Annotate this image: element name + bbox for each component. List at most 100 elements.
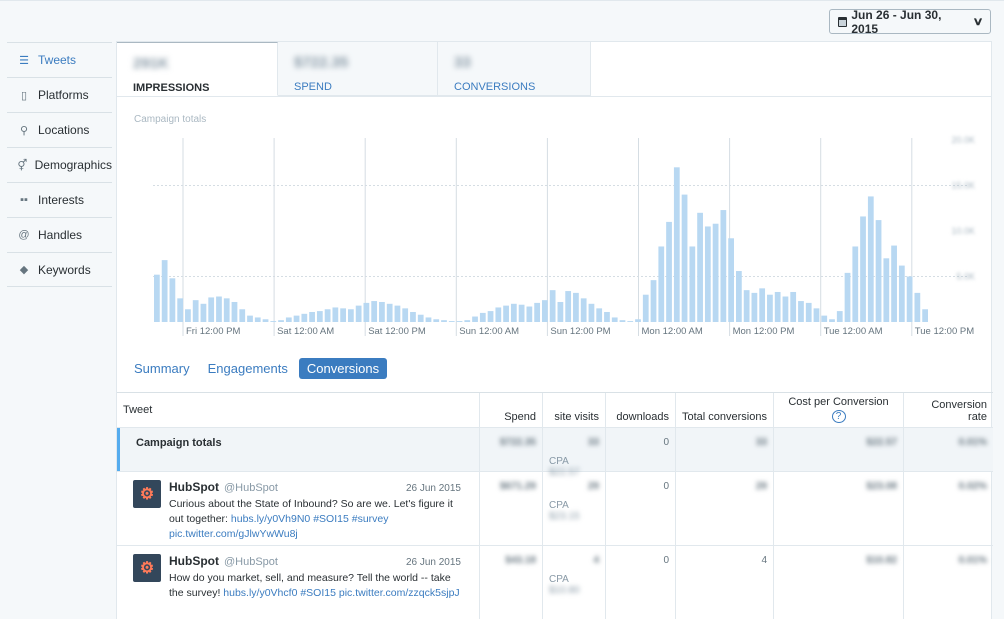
col-header-conversion-rate[interactable]: Conversion rate [931,399,987,423]
col-header-downloads[interactable]: downloads [606,393,676,427]
subtab-conversions[interactable]: Conversions [298,358,388,379]
tweet-hashtag[interactable]: #SOI15 [313,513,349,525]
date-range-picker[interactable]: Jun 26 - Jun 30, 2015 ∨ [829,8,991,36]
tweet-media-link[interactable]: pic.twitter.com/gJlwYwWu8j [169,528,298,540]
sidebar-item-handles[interactable]: @ Handles [7,217,112,252]
at-icon: @ [18,229,30,241]
impressions-bar [852,246,859,322]
impressions-bar [728,238,734,322]
impressions-chart: 20.0K 15.0K 10.0K 5.0K Fri 12:00 PM Sat 12:00… [153,135,975,337]
tweet-hashtag[interactable]: #SOI15 [300,587,336,599]
impressions-bar [627,321,634,322]
col-header-tweet[interactable]: Tweet [117,393,480,427]
sidebar-item-tweets[interactable]: ☰ Tweets [7,42,112,77]
impressions-bar [542,300,548,322]
subtab-engagements[interactable]: Engagements [207,361,288,376]
totals-site-visits: 33 [587,437,599,448]
row-cpa: $23.15 [549,511,580,522]
x-tick-label: Sat 12:00 PM [368,326,426,337]
table-row[interactable]: ⚙ HubSpot @HubSpot 26 Jun 2015 Curious a… [117,472,993,546]
impressions-bar [875,220,882,322]
row-site-visits: 4 [593,555,599,566]
sidebar-item-locations[interactable]: ⚲ Locations [7,112,112,147]
impressions-bar [472,316,478,322]
impressions-bar [154,274,160,322]
impressions-bar [316,311,323,322]
sidebar-item-interests[interactable]: ▪▪ Interests [7,182,112,217]
totals-spend: $722.35 [499,437,536,448]
tab-impressions[interactable]: 291K IMPRESSIONS [117,42,278,96]
tab-label: SPEND [294,81,332,93]
impressions-bar [883,258,890,322]
impressions-bar [549,290,556,322]
table-row[interactable]: ⚙ HubSpot @HubSpot 26 Jun 2015 How do yo… [117,546,993,619]
impressions-bar [844,272,851,322]
tweet-author-handle[interactable]: @HubSpot [224,556,278,568]
col-header-cost-per-conversion[interactable]: Cost per Conversion ? [774,393,904,427]
row-cost-per-conversion: $10.82 [866,555,897,566]
impressions-bar [487,311,494,322]
impressions-bar [503,305,509,322]
totals-downloads: 0 [663,437,669,448]
tweet-author-name[interactable]: HubSpot [169,554,219,568]
tweet-author-name[interactable]: HubSpot [169,480,219,494]
impressions-bar [813,308,820,322]
tweet-body: Curious about the State of Inbound? So a… [169,498,453,525]
row-conversion-rate: 0.01% [958,555,987,566]
tweet-text: Curious about the State of Inbound? So a… [169,497,461,542]
grid-icon: ▪▪ [20,194,28,206]
sidebar-item-keywords[interactable]: ◆ Keywords [7,252,112,287]
impressions-bar [681,194,688,322]
col-header-spend[interactable]: Spend [480,393,543,427]
tweet-date: 26 Jun 2015 [405,483,461,494]
impressions-bar [208,297,215,322]
impressions-bar [604,311,610,322]
impressions-bar [666,221,672,322]
impressions-bar [526,306,533,322]
impressions-bar [774,291,781,322]
hubspot-avatar[interactable]: ⚙ [133,480,161,508]
help-icon[interactable]: ? [831,410,846,423]
tab-conversions[interactable]: 33 CONVERSIONS [438,42,591,96]
impressions-bar [161,260,168,322]
tweet-link[interactable]: hubs.ly/y0Vh9N0 [230,513,311,525]
tab-spend[interactable]: $722.35 SPEND [278,42,438,96]
subtab-summary[interactable]: Summary [134,361,190,376]
sidebar-item-demographics[interactable]: ⚥ Demographics [7,147,112,182]
tweet-media-link[interactable]: pic.twitter.com/zzqck5sjpJ [338,587,460,599]
impressions-bar [914,292,921,322]
table-header: Tweet Spend site visits downloads Total … [117,393,993,428]
gender-icon: ⚥ [17,159,28,172]
tab-value: $722.35 [294,54,349,71]
sidebar-item-platforms[interactable]: ▯ Platforms [7,77,112,112]
impressions-bar [798,301,804,322]
detail-subtabs: Summary Engagements Conversions [127,358,388,379]
row-cost-per-conversion: $23.08 [866,481,897,492]
tweet-link[interactable]: hubs.ly/y0Vhcf0 [223,587,298,599]
impressions-bar [619,320,626,322]
x-tick-label: Sat 12:00 AM [277,326,334,337]
x-tick-label: Fri 12:00 PM [186,326,240,337]
col-header-site-visits[interactable]: site visits [543,393,606,427]
impressions-bar [285,317,292,322]
impressions-bar [301,313,308,322]
impressions-bar [836,311,843,322]
impressions-bar [386,303,393,322]
impressions-bar [673,167,680,322]
tab-bar-filler [591,42,991,96]
chart-title: Campaign totals [134,114,207,125]
hubspot-avatar[interactable]: ⚙ [133,554,161,582]
tab-value: 33 [454,54,471,71]
impressions-bar [192,300,199,322]
row-spend: $671.29 [499,481,536,492]
impressions-bar [223,298,230,322]
impressions-bar [557,301,564,322]
cpa-label: CPA [549,456,569,467]
tweet-hashtag[interactable]: #survey [351,513,389,525]
impressions-bar [829,319,835,322]
tweet-author-handle[interactable]: @HubSpot [224,482,278,494]
impressions-bar [751,292,758,322]
tweet-text: How do you market, sell, and measure? Te… [169,571,461,601]
row-downloads: 0 [663,481,669,492]
col-header-total-conversions[interactable]: Total conversions [676,393,774,427]
